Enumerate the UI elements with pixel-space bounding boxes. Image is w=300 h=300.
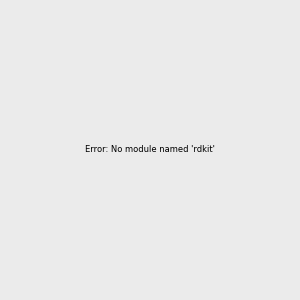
- Text: Error: No module named 'rdkit': Error: No module named 'rdkit': [85, 146, 215, 154]
